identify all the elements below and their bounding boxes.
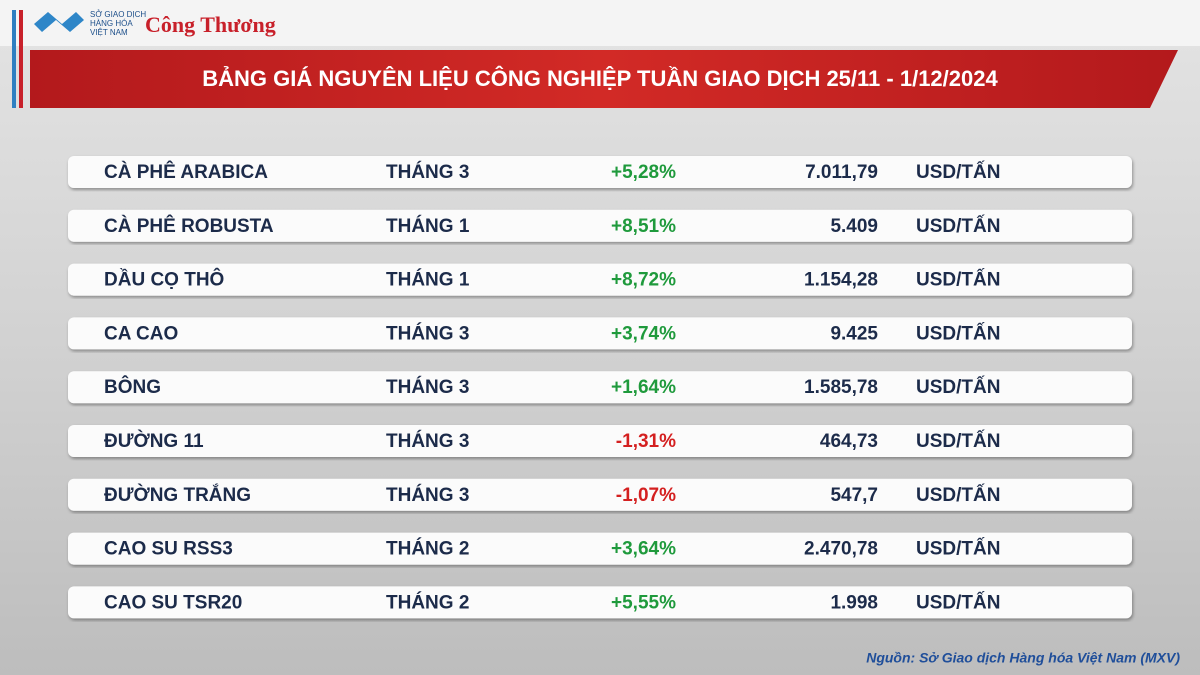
- change: +5,28%: [611, 162, 676, 183]
- unit: USD/TẤN: [916, 161, 1000, 183]
- unit: USD/TẤN: [916, 269, 1000, 291]
- brand: Công Thương: [145, 12, 276, 37]
- contract-month: THÁNG 3: [386, 484, 469, 506]
- change: +3,64%: [611, 539, 676, 560]
- table-row: [68, 371, 1132, 404]
- contract-month: THÁNG 3: [386, 376, 469, 398]
- price: 1.585,78: [804, 377, 878, 398]
- table: CÀ PHÊ ARABICA THÁNG 3 +5,28% 7.011,79 USD/T…: [68, 156, 1132, 619]
- accent-bar: [12, 10, 16, 108]
- table-row: [68, 478, 1132, 511]
- table-row: [68, 586, 1132, 619]
- logo-text: VIỆT NAM: [90, 28, 128, 37]
- commodity: ĐƯỜNG TRẮNG: [104, 484, 251, 506]
- change: +8,72%: [611, 270, 676, 291]
- top-strip: [0, 0, 1200, 46]
- logo-text: SỞ GIAO DỊCH: [90, 10, 146, 19]
- unit: USD/TẤN: [916, 322, 1000, 344]
- unit: USD/TẤN: [916, 538, 1000, 560]
- commodity: ĐƯỜNG 11: [104, 430, 204, 452]
- commodity: CA CAO: [104, 323, 178, 344]
- contract-month: THÁNG 3: [386, 430, 469, 452]
- contract-month: THÁNG 1: [386, 269, 470, 291]
- unit: USD/TẤN: [916, 484, 1000, 506]
- change: +3,74%: [611, 323, 676, 344]
- price: 1.998: [830, 592, 878, 613]
- commodity: CAO SU TSR20: [104, 592, 242, 613]
- contract-month: THÁNG 2: [386, 591, 469, 613]
- table-row: [68, 156, 1132, 188]
- change: +1,64%: [611, 377, 676, 398]
- change: +5,55%: [611, 592, 676, 613]
- title-banner: [30, 50, 1178, 108]
- unit: USD/TẤN: [916, 430, 1000, 452]
- logo-icon: [34, 12, 84, 32]
- logo-text: HÀNG HÓA: [90, 19, 133, 28]
- commodity: CÀ PHÊ ARABICA: [104, 161, 268, 183]
- unit: USD/TẤN: [916, 591, 1000, 613]
- logo: SỞ GIAO DỊCH HÀNG HÓA VIỆT NAM Công Thươ…: [34, 10, 276, 37]
- contract-month: THÁNG 1: [386, 215, 470, 237]
- table-row: [68, 263, 1132, 296]
- price: 2.470,78: [804, 539, 878, 560]
- source: Nguồn: Sở Giao dịch Hàng hóa Việt Nam (M…: [866, 650, 1180, 666]
- change: +8,51%: [611, 216, 676, 237]
- title: BẢNG GIÁ NGUYÊN LIỆU CÔNG NGHIỆP TUẦN GI…: [202, 66, 998, 91]
- unit: USD/TẤN: [916, 376, 1000, 398]
- contract-month: THÁNG 3: [386, 161, 469, 183]
- commodity: CÀ PHÊ ROBUSTA: [104, 215, 274, 237]
- table-row: [68, 425, 1132, 457]
- price: 7.011,79: [805, 162, 878, 183]
- change: -1,07%: [616, 485, 676, 506]
- accent-bar: [19, 10, 23, 108]
- table-row: [68, 317, 1132, 350]
- commodity: BÔNG: [104, 376, 161, 398]
- change: -1,31%: [616, 431, 676, 452]
- contract-month: THÁNG 3: [386, 322, 469, 344]
- commodity: CAO SU RSS3: [104, 539, 233, 560]
- price: 1.154,28: [804, 270, 878, 291]
- contract-month: THÁNG 2: [386, 538, 469, 560]
- price: 547,7: [830, 485, 878, 506]
- price: 5.409: [830, 216, 878, 237]
- price: 464,73: [820, 431, 878, 452]
- commodity: DẦU CỌ THÔ: [104, 269, 224, 291]
- price: 9.425: [830, 323, 878, 344]
- table-row: [68, 209, 1132, 242]
- unit: USD/TẤN: [916, 215, 1000, 237]
- table-row: [68, 532, 1132, 565]
